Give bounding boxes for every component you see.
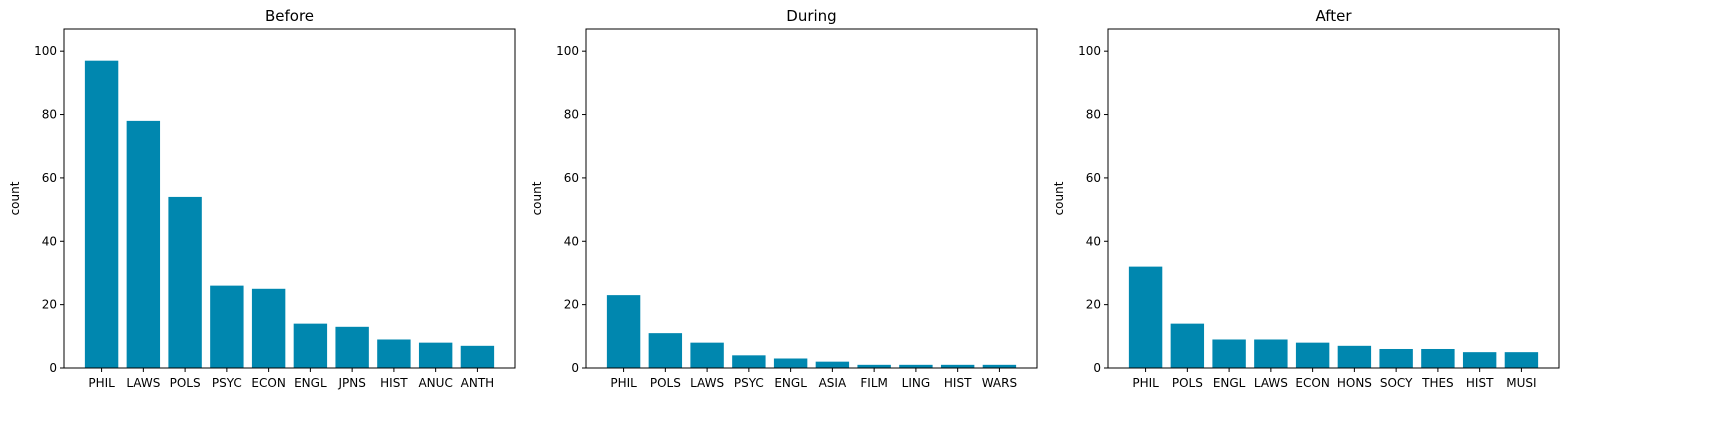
x-tick-label: HIST bbox=[380, 376, 408, 390]
x-tick-label: MUSI bbox=[1506, 376, 1536, 390]
bar-musi bbox=[1504, 352, 1539, 368]
bar-wars bbox=[982, 364, 1017, 368]
y-axis-label: count bbox=[530, 181, 544, 215]
bar-engl bbox=[293, 323, 328, 368]
chart-panel-1: 0 20 40 60 80 100 PHIL POLS LAWS PSYC ENGL ASIA FILM… bbox=[530, 7, 1038, 390]
bar-laws bbox=[126, 120, 161, 368]
y-tick-label: 60 bbox=[564, 171, 579, 185]
x-tick-label: ENGL bbox=[1213, 376, 1246, 390]
x-tick-label: ENGL bbox=[294, 376, 327, 390]
chart-title: Before bbox=[265, 7, 314, 25]
x-tick-label: ANUC bbox=[418, 376, 452, 390]
y-tick-label: 20 bbox=[564, 298, 579, 312]
x-tick-label: HIST bbox=[1466, 376, 1494, 390]
y-tick-label: 40 bbox=[42, 234, 57, 248]
y-tick-label: 60 bbox=[1086, 171, 1101, 185]
y-axis-label: count bbox=[1052, 181, 1066, 215]
x-tick-label: PHIL bbox=[88, 376, 115, 390]
chart-title: During bbox=[786, 7, 836, 25]
bar-engl bbox=[773, 358, 808, 368]
bar-ling bbox=[899, 364, 933, 368]
y-tick-label: 80 bbox=[42, 108, 57, 122]
x-tick-label: THES bbox=[1421, 376, 1454, 390]
y-tick-label: 0 bbox=[49, 361, 57, 375]
x-tick-label: SOCY bbox=[1380, 376, 1413, 390]
x-tick-label: FILM bbox=[860, 376, 887, 390]
x-tick-label: HONS bbox=[1337, 376, 1372, 390]
y-tick-label: 80 bbox=[564, 108, 579, 122]
x-tick-label: PHIL bbox=[1132, 376, 1159, 390]
bar-asia bbox=[815, 361, 850, 368]
bar-pols bbox=[168, 196, 202, 368]
bar-pols bbox=[648, 333, 683, 368]
x-tick-label: PHIL bbox=[610, 376, 637, 390]
x-tick-label: POLS bbox=[170, 376, 201, 390]
bar-engl bbox=[1212, 339, 1246, 368]
y-tick-label: 100 bbox=[1078, 44, 1101, 58]
y-tick-label: 20 bbox=[42, 298, 57, 312]
bar-hist bbox=[1462, 352, 1497, 368]
bar-pols bbox=[1170, 323, 1205, 368]
y-tick-label: 100 bbox=[556, 44, 579, 58]
x-tick-label: LAWS bbox=[126, 376, 160, 390]
bar-psyc bbox=[210, 285, 244, 368]
bar-phil bbox=[1128, 266, 1163, 368]
bar-jpns bbox=[335, 326, 369, 368]
x-tick-label: ASIA bbox=[819, 376, 847, 390]
x-tick-label: PSYC bbox=[734, 376, 764, 390]
axes-frame bbox=[63, 28, 516, 369]
bar-psyc bbox=[732, 355, 766, 368]
x-tick-label: POLS bbox=[650, 376, 681, 390]
chart-title: After bbox=[1315, 7, 1352, 25]
bar-hist bbox=[377, 339, 411, 368]
y-tick-label: 20 bbox=[1086, 298, 1101, 312]
x-tick-label: ANTH bbox=[461, 376, 495, 390]
x-tick-label: POLS bbox=[1172, 376, 1203, 390]
x-tick-label: LAWS bbox=[690, 376, 724, 390]
bar-laws bbox=[690, 342, 724, 368]
y-tick-label: 0 bbox=[571, 361, 579, 375]
chart-panel-2: 0 20 40 60 80 100 PHIL POLS ENGL LAWS ECON HONS SOCY… bbox=[1052, 7, 1560, 390]
bar-phil bbox=[84, 60, 119, 369]
bar-hist bbox=[940, 364, 975, 368]
y-axis-label: count bbox=[8, 181, 22, 215]
bar-thes bbox=[1421, 348, 1455, 368]
x-tick-label: ECON bbox=[1295, 376, 1329, 390]
y-tick-label: 0 bbox=[1093, 361, 1101, 375]
bar-laws bbox=[1254, 339, 1288, 368]
x-tick-label: PSYC bbox=[212, 376, 242, 390]
y-tick-label: 60 bbox=[42, 171, 57, 185]
y-tick-label: 100 bbox=[34, 44, 57, 58]
bar-econ bbox=[1295, 342, 1330, 368]
x-tick-label: ENGL bbox=[774, 376, 807, 390]
bar-anuc bbox=[418, 342, 453, 368]
axes-frame bbox=[1107, 28, 1560, 369]
x-tick-label: JPNS bbox=[337, 376, 365, 390]
bar-socy bbox=[1379, 348, 1413, 368]
x-tick-label: ECON bbox=[251, 376, 285, 390]
x-tick-label: WARS bbox=[982, 376, 1017, 390]
bar-film bbox=[857, 364, 891, 368]
x-tick-label: LING bbox=[902, 376, 931, 390]
bar-econ bbox=[251, 288, 286, 368]
axes-frame bbox=[585, 28, 1038, 369]
y-tick-label: 40 bbox=[1086, 234, 1101, 248]
bar-hons bbox=[1337, 345, 1372, 368]
y-tick-label: 40 bbox=[564, 234, 579, 248]
x-tick-label: LAWS bbox=[1254, 376, 1288, 390]
bar-phil bbox=[606, 295, 641, 368]
bar-anth bbox=[460, 345, 495, 368]
chart-panel-0: 0 20 40 60 80 100 PHIL LAWS POLS PSYC ECON ENGL JPNS… bbox=[8, 7, 516, 390]
y-tick-label: 80 bbox=[1086, 108, 1101, 122]
x-tick-label: HIST bbox=[944, 376, 972, 390]
